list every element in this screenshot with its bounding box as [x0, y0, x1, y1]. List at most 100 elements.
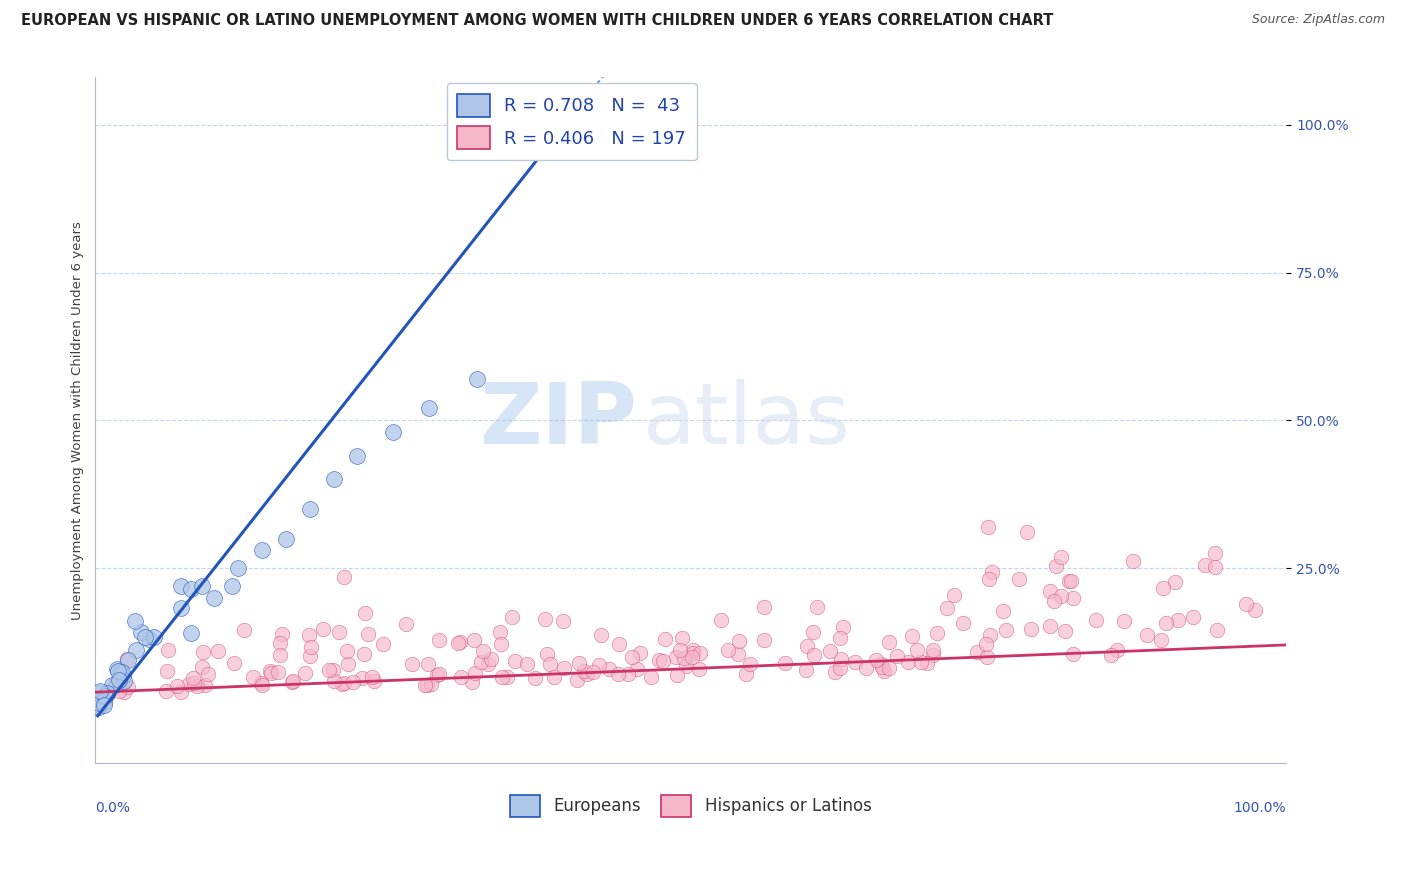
Point — [112, 673, 135, 688]
Point — [717, 642, 740, 657]
Point — [464, 666, 486, 681]
Point — [242, 670, 264, 684]
Point — [191, 579, 214, 593]
Point — [952, 615, 974, 630]
Text: atlas: atlas — [644, 379, 851, 462]
Point — [124, 614, 146, 628]
Point — [298, 502, 321, 516]
Point — [93, 690, 115, 704]
Point — [501, 610, 523, 624]
Point — [1150, 633, 1173, 648]
Point — [233, 624, 256, 638]
Point — [197, 667, 219, 681]
Point — [155, 684, 177, 698]
Point — [166, 679, 188, 693]
Point — [204, 591, 226, 605]
Point — [1019, 622, 1042, 636]
Point — [470, 656, 492, 670]
Point — [191, 659, 214, 673]
Point — [361, 670, 384, 684]
Point — [353, 647, 375, 661]
Point — [472, 644, 495, 658]
Point — [979, 627, 1001, 641]
Point — [170, 685, 193, 699]
Point — [1122, 554, 1144, 568]
Point — [250, 675, 273, 690]
Point — [352, 671, 374, 685]
Point — [523, 671, 546, 685]
Point — [294, 665, 316, 680]
Point — [87, 698, 110, 712]
Point — [1164, 574, 1187, 589]
Text: EUROPEAN VS HISPANIC OR LATINO UNEMPLOYMENT AMONG WOMEN WITH CHILDREN UNDER 6 YE: EUROPEAN VS HISPANIC OR LATINO UNEMPLOYM… — [21, 13, 1053, 29]
Point — [221, 579, 243, 593]
Point — [170, 601, 193, 615]
Point — [671, 631, 693, 645]
Point — [299, 640, 322, 655]
Point — [271, 627, 294, 641]
Point — [936, 601, 959, 615]
Point — [1153, 582, 1175, 596]
Point — [450, 670, 472, 684]
Point — [1007, 573, 1029, 587]
Point — [267, 665, 290, 680]
Point — [330, 677, 353, 691]
Point — [974, 637, 997, 651]
Point — [274, 532, 297, 546]
Point — [806, 599, 828, 614]
Point — [449, 635, 471, 649]
Point — [346, 449, 368, 463]
Point — [413, 677, 436, 691]
Point — [565, 673, 588, 687]
Point — [870, 659, 893, 673]
Point — [250, 678, 273, 692]
Point — [1105, 643, 1128, 657]
Point — [299, 648, 322, 663]
Point — [356, 627, 378, 641]
Point — [222, 657, 245, 671]
Point — [980, 565, 1002, 579]
Point — [1112, 614, 1135, 628]
Point — [1243, 603, 1265, 617]
Point — [134, 630, 156, 644]
Point — [801, 624, 824, 639]
Point — [568, 656, 591, 670]
Point — [773, 656, 796, 670]
Point — [260, 665, 283, 680]
Point — [477, 657, 499, 672]
Point — [873, 664, 896, 678]
Point — [108, 672, 131, 686]
Point — [298, 628, 321, 642]
Point — [828, 661, 851, 675]
Point — [675, 659, 697, 673]
Point — [1205, 623, 1227, 637]
Point — [754, 632, 776, 647]
Point — [575, 667, 598, 681]
Point — [1234, 597, 1257, 611]
Text: 100.0%: 100.0% — [1234, 801, 1286, 815]
Point — [886, 648, 908, 663]
Point — [96, 687, 118, 701]
Point — [96, 686, 118, 700]
Point — [179, 677, 201, 691]
Point — [259, 665, 281, 679]
Point — [104, 676, 127, 690]
Point — [626, 662, 648, 676]
Y-axis label: Unemployment Among Women with Children Under 6 years: Unemployment Among Women with Children U… — [72, 221, 84, 620]
Point — [609, 637, 631, 651]
Point — [830, 652, 852, 666]
Point — [553, 615, 575, 629]
Point — [820, 644, 842, 658]
Point — [516, 657, 538, 672]
Point — [628, 646, 651, 660]
Point — [1204, 545, 1226, 559]
Point — [1045, 558, 1067, 573]
Point — [689, 646, 711, 660]
Point — [897, 656, 920, 670]
Text: Source: ZipAtlas.com: Source: ZipAtlas.com — [1251, 13, 1385, 27]
Point — [138, 632, 160, 647]
Point — [536, 647, 558, 661]
Point — [977, 520, 1000, 534]
Point — [269, 636, 291, 650]
Point — [976, 649, 998, 664]
